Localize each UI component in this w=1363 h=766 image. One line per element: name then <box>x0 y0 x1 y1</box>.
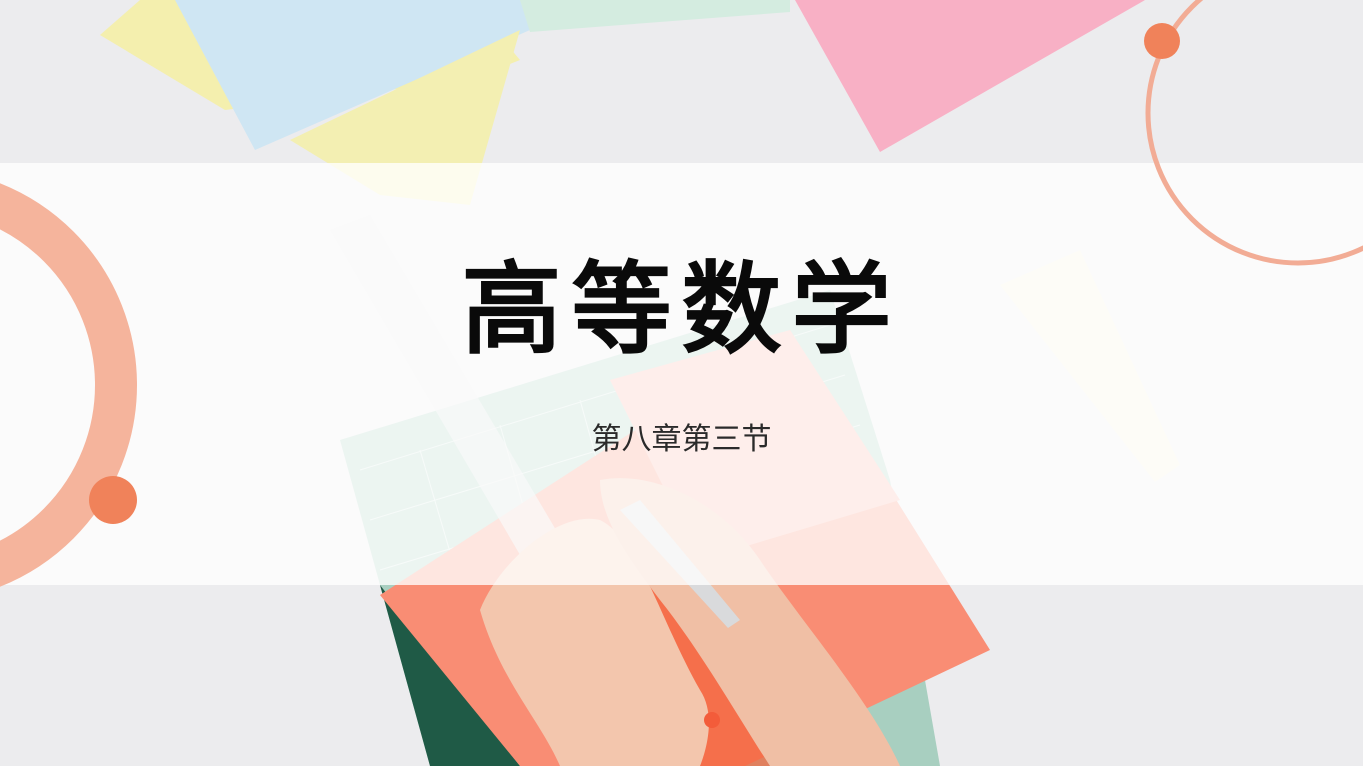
pink-paper <box>795 0 1145 152</box>
mint-paper <box>520 0 790 32</box>
title-band <box>0 163 1363 585</box>
slide-title: 高等数学 <box>461 251 902 368</box>
yellow-paper-2 <box>290 30 520 205</box>
blue-paper <box>175 0 560 150</box>
slide-subtitle: 第八章第三节 <box>591 422 772 457</box>
